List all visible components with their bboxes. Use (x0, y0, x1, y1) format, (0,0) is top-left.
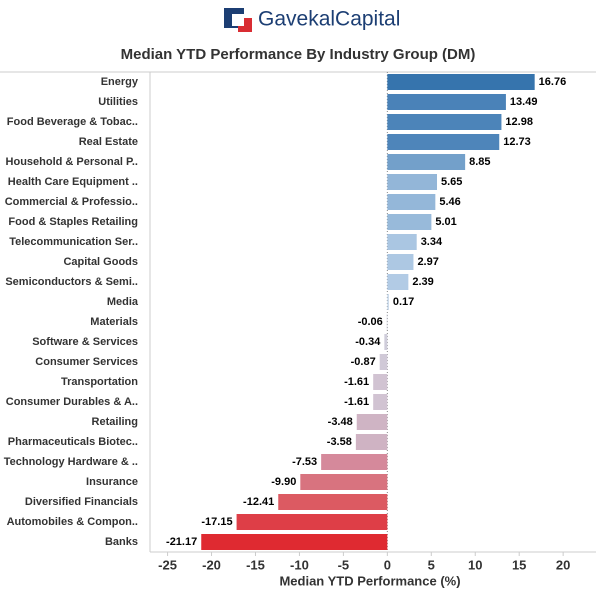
x-tick-label: -15 (246, 557, 265, 572)
bar (387, 254, 414, 270)
bar (387, 214, 432, 230)
y-tick-label: Media (107, 296, 139, 308)
x-tick-label: 15 (512, 557, 526, 572)
bar (386, 314, 388, 330)
x-tick-label: 5 (428, 557, 435, 572)
y-tick-label: Software & Services (32, 336, 138, 348)
value-label: 3.34 (421, 236, 443, 248)
value-label: -0.06 (358, 316, 383, 328)
value-label: 5.01 (435, 216, 456, 228)
y-tick-label: Insurance (86, 476, 138, 488)
x-tick-label: -5 (338, 557, 350, 572)
y-tick-label: Real Estate (79, 136, 138, 148)
value-label: 12.98 (505, 116, 533, 128)
bar (201, 534, 388, 550)
bar (387, 114, 502, 130)
y-tick-label: Household & Personal P.. (6, 156, 138, 168)
y-tick-label: Semiconductors & Semi.. (5, 276, 138, 288)
x-tick-label: 0 (384, 557, 391, 572)
x-tick-label: -20 (202, 557, 221, 572)
y-tick-label: Food & Staples Retailing (8, 216, 138, 228)
value-label: 13.49 (510, 96, 538, 108)
x-axis-label: Median YTD Performance (%) (279, 573, 460, 588)
value-label: -9.90 (271, 476, 296, 488)
y-tick-label: Technology Hardware & .. (4, 456, 138, 468)
y-tick-label: Commercial & Professio.. (5, 196, 138, 208)
chart-title: Median YTD Performance By Industry Group… (121, 46, 476, 63)
y-tick-label: Automobiles & Compon.. (7, 516, 138, 528)
value-label: -12.41 (243, 496, 274, 508)
y-tick-label: Telecommunication Ser.. (9, 236, 138, 248)
y-tick-label: Materials (90, 316, 138, 328)
bar (387, 194, 436, 210)
bar (387, 294, 389, 310)
bar (387, 174, 438, 190)
bar (387, 234, 417, 250)
bar (355, 434, 388, 450)
x-tick-label: -10 (290, 557, 309, 572)
y-tick-label: Banks (105, 536, 138, 548)
y-tick-label: Food Beverage & Tobac.. (7, 116, 138, 128)
bar (387, 154, 466, 170)
bar (387, 74, 535, 90)
bar (387, 134, 500, 150)
y-tick-label: Consumer Services (35, 356, 138, 368)
bar (300, 474, 388, 490)
value-label: 2.39 (412, 276, 433, 288)
value-label: -3.58 (327, 436, 352, 448)
y-tick-label: Diversified Financials (25, 496, 138, 508)
bar (387, 94, 506, 110)
bar (236, 514, 388, 530)
value-label: 2.97 (417, 256, 438, 268)
x-tick-label: 20 (556, 557, 570, 572)
value-label: -21.17 (166, 536, 197, 548)
bar (356, 414, 388, 430)
y-tick-label: Pharmaceuticals Biotec.. (8, 436, 138, 448)
y-tick-label: Consumer Durables & A.. (6, 396, 138, 408)
logo-text: GavekalCapital (258, 8, 400, 31)
y-tick-label: Retailing (92, 416, 138, 428)
y-tick-label: Energy (101, 76, 139, 88)
value-label: -3.48 (328, 416, 353, 428)
x-tick-label: 10 (468, 557, 482, 572)
bar (278, 494, 388, 510)
value-label: 0.17 (393, 296, 414, 308)
value-label: -1.61 (344, 376, 369, 388)
y-tick-label: Transportation (61, 376, 138, 388)
bar (373, 374, 388, 390)
x-tick-label: -25 (158, 557, 177, 572)
bar (384, 334, 388, 350)
y-tick-label: Utilities (98, 96, 138, 108)
y-tick-label: Capital Goods (63, 256, 138, 268)
value-label: -7.53 (292, 456, 317, 468)
value-label: -17.15 (201, 516, 232, 528)
value-label: -0.34 (355, 336, 381, 348)
value-label: 8.85 (469, 156, 490, 168)
value-label: -1.61 (344, 396, 369, 408)
value-label: 5.65 (441, 176, 462, 188)
logo-mark (232, 14, 244, 26)
bar (379, 354, 388, 370)
value-label: 16.76 (539, 76, 567, 88)
value-label: 12.73 (503, 136, 531, 148)
bar (387, 274, 409, 290)
y-tick-label: Health Care Equipment .. (8, 176, 138, 188)
bar (373, 394, 388, 410)
value-label: 5.46 (439, 196, 460, 208)
bar (321, 454, 388, 470)
value-label: -0.87 (351, 356, 376, 368)
